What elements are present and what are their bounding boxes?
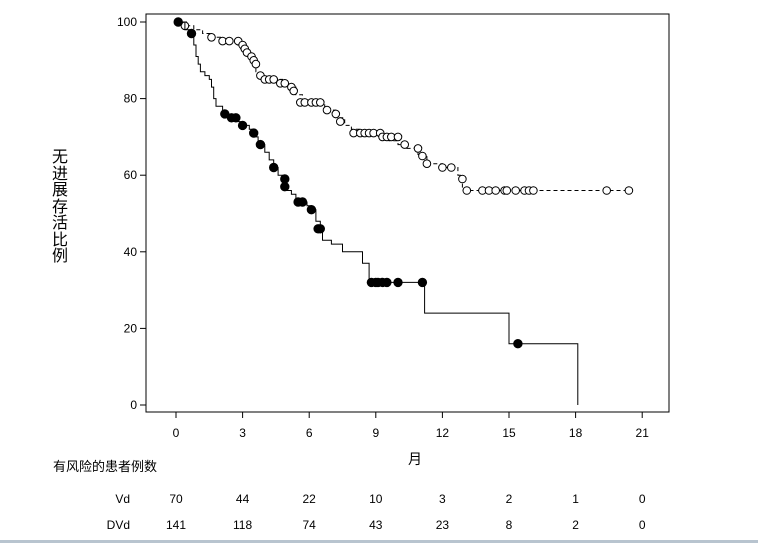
censor-mark-dvd	[322, 105, 332, 115]
risk-value: 141	[165, 518, 187, 532]
censor-mark-dvd	[502, 186, 512, 195]
x-axis-label: 月	[408, 451, 422, 467]
axes: 0 3 6 9 12 15 18 21 0 20 40 60 80 100	[117, 15, 649, 440]
bottom-divider	[0, 540, 758, 543]
series-vd	[173, 17, 579, 405]
risk-value: 3	[439, 492, 446, 506]
censor-mark-dvd	[422, 159, 432, 168]
x-tick-label: 15	[502, 426, 516, 440]
x-tick-label: 6	[306, 426, 313, 440]
censor-mark-vd	[393, 277, 403, 288]
censor-mark-dvd	[447, 163, 456, 172]
censor-mark-dvd	[624, 186, 634, 195]
risk-value: 2	[572, 518, 579, 532]
risk-row-label: Vd	[115, 492, 130, 506]
risk-value: 0	[638, 518, 646, 532]
censor-mark-vd	[280, 182, 290, 192]
x-tick-label: 0	[173, 426, 180, 440]
risk-value: 2	[505, 492, 513, 506]
censor-mark-vd	[173, 17, 183, 27]
censor-mark-vd	[315, 224, 325, 234]
y-tick-label: 80	[124, 92, 138, 106]
censor-mark-dvd	[462, 186, 472, 195]
censor-mark-dvd	[400, 140, 410, 149]
censor-mark-vd	[237, 120, 248, 131]
censor-mark-vd	[417, 277, 428, 288]
censor-mark-dvd	[602, 186, 612, 195]
plot-frame	[145, 13, 670, 413]
y-tick-label: 100	[117, 15, 137, 29]
censor-mark-dvd	[225, 36, 234, 46]
censor-mark-dvd	[331, 109, 341, 119]
y-tick-label: 0	[130, 398, 137, 412]
censor-mark-vd	[186, 28, 197, 39]
y-tick-label: 40	[124, 245, 138, 259]
censor-mark-dvd	[280, 79, 290, 88]
censor-mark-vd	[297, 197, 308, 207]
risk-row-vd: Vd 70 44 22 10 3 2 1 0	[0, 492, 758, 508]
censor-mark-dvd	[393, 132, 403, 142]
risk-row-dvd: DVd 141 118 74 43 23 8 2 0	[0, 518, 758, 534]
censor-mark-dvd	[336, 117, 345, 126]
risk-value: 44	[235, 492, 250, 506]
censor-mark-dvd	[511, 186, 521, 195]
censor-mark-dvd	[418, 151, 427, 161]
censor-mark-vd	[513, 339, 523, 349]
x-tick-label: 9	[372, 426, 379, 440]
series-line-vd	[176, 21, 579, 405]
y-tick-label: 60	[124, 168, 138, 182]
censor-mark-vd	[306, 205, 317, 215]
risk-value: 23	[435, 518, 450, 532]
censor-mark-vd	[249, 128, 259, 138]
series-dvd	[176, 21, 634, 195]
y-tick-label: 20	[124, 321, 138, 335]
series-layer	[173, 17, 634, 405]
risk-value: 43	[369, 518, 383, 532]
censor-mark-dvd	[458, 174, 467, 184]
censor-mark-dvd	[491, 186, 501, 195]
censor-mark-dvd	[251, 59, 261, 69]
risk-row-label: DVd	[106, 518, 130, 532]
censor-mark-dvd	[289, 86, 299, 96]
risk-value: 1	[572, 492, 579, 506]
x-tick-label: 21	[636, 426, 650, 440]
risk-table-title: 有风险的患者例数	[53, 459, 158, 474]
censor-mark-vd	[280, 174, 290, 184]
censor-mark-vd	[382, 277, 392, 288]
censor-mark-vd	[231, 113, 241, 123]
x-tick-label: 3	[239, 426, 246, 440]
censor-mark-dvd	[316, 98, 325, 107]
risk-value: 10	[369, 492, 383, 506]
risk-value: 74	[302, 518, 316, 532]
x-tick-label: 12	[436, 426, 450, 440]
censor-mark-vd	[269, 162, 279, 173]
y-axis-label: 无进展存活比例	[51, 149, 68, 265]
censor-mark-vd	[255, 139, 266, 150]
censor-mark-dvd	[413, 144, 423, 153]
risk-value: 22	[302, 492, 316, 506]
x-tick-label: 18	[569, 426, 583, 440]
risk-value: 70	[169, 492, 183, 506]
censor-mark-dvd	[207, 33, 216, 42]
censor-mark-dvd	[438, 163, 447, 172]
censor-mark-dvd	[529, 186, 538, 195]
risk-value: 118	[233, 518, 253, 532]
censor-mark-dvd	[269, 75, 279, 84]
risk-value: 0	[638, 492, 646, 506]
risk-value: 8	[505, 518, 513, 532]
